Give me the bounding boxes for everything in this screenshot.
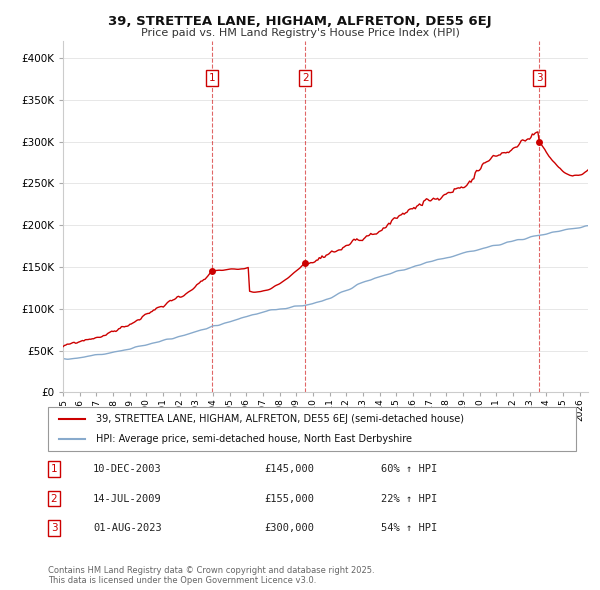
Text: 2: 2 xyxy=(50,494,58,503)
Text: 39, STRETTEA LANE, HIGHAM, ALFRETON, DE55 6EJ (semi-detached house): 39, STRETTEA LANE, HIGHAM, ALFRETON, DE5… xyxy=(95,415,464,424)
Text: 54% ↑ HPI: 54% ↑ HPI xyxy=(381,523,437,533)
FancyBboxPatch shape xyxy=(48,407,576,451)
Text: 22% ↑ HPI: 22% ↑ HPI xyxy=(381,494,437,503)
Text: 3: 3 xyxy=(536,73,542,83)
Text: Contains HM Land Registry data © Crown copyright and database right 2025.
This d: Contains HM Land Registry data © Crown c… xyxy=(48,566,374,585)
Text: 01-AUG-2023: 01-AUG-2023 xyxy=(93,523,162,533)
Text: Price paid vs. HM Land Registry's House Price Index (HPI): Price paid vs. HM Land Registry's House … xyxy=(140,28,460,38)
Text: 39, STRETTEA LANE, HIGHAM, ALFRETON, DE55 6EJ: 39, STRETTEA LANE, HIGHAM, ALFRETON, DE5… xyxy=(108,15,492,28)
Text: HPI: Average price, semi-detached house, North East Derbyshire: HPI: Average price, semi-detached house,… xyxy=(95,434,412,444)
Text: 60% ↑ HPI: 60% ↑ HPI xyxy=(381,464,437,474)
Text: 1: 1 xyxy=(50,464,58,474)
Text: 3: 3 xyxy=(50,523,58,533)
Text: £155,000: £155,000 xyxy=(264,494,314,503)
Text: 14-JUL-2009: 14-JUL-2009 xyxy=(93,494,162,503)
Text: 10-DEC-2003: 10-DEC-2003 xyxy=(93,464,162,474)
Text: £145,000: £145,000 xyxy=(264,464,314,474)
Text: £300,000: £300,000 xyxy=(264,523,314,533)
Text: 1: 1 xyxy=(208,73,215,83)
Text: 2: 2 xyxy=(302,73,308,83)
